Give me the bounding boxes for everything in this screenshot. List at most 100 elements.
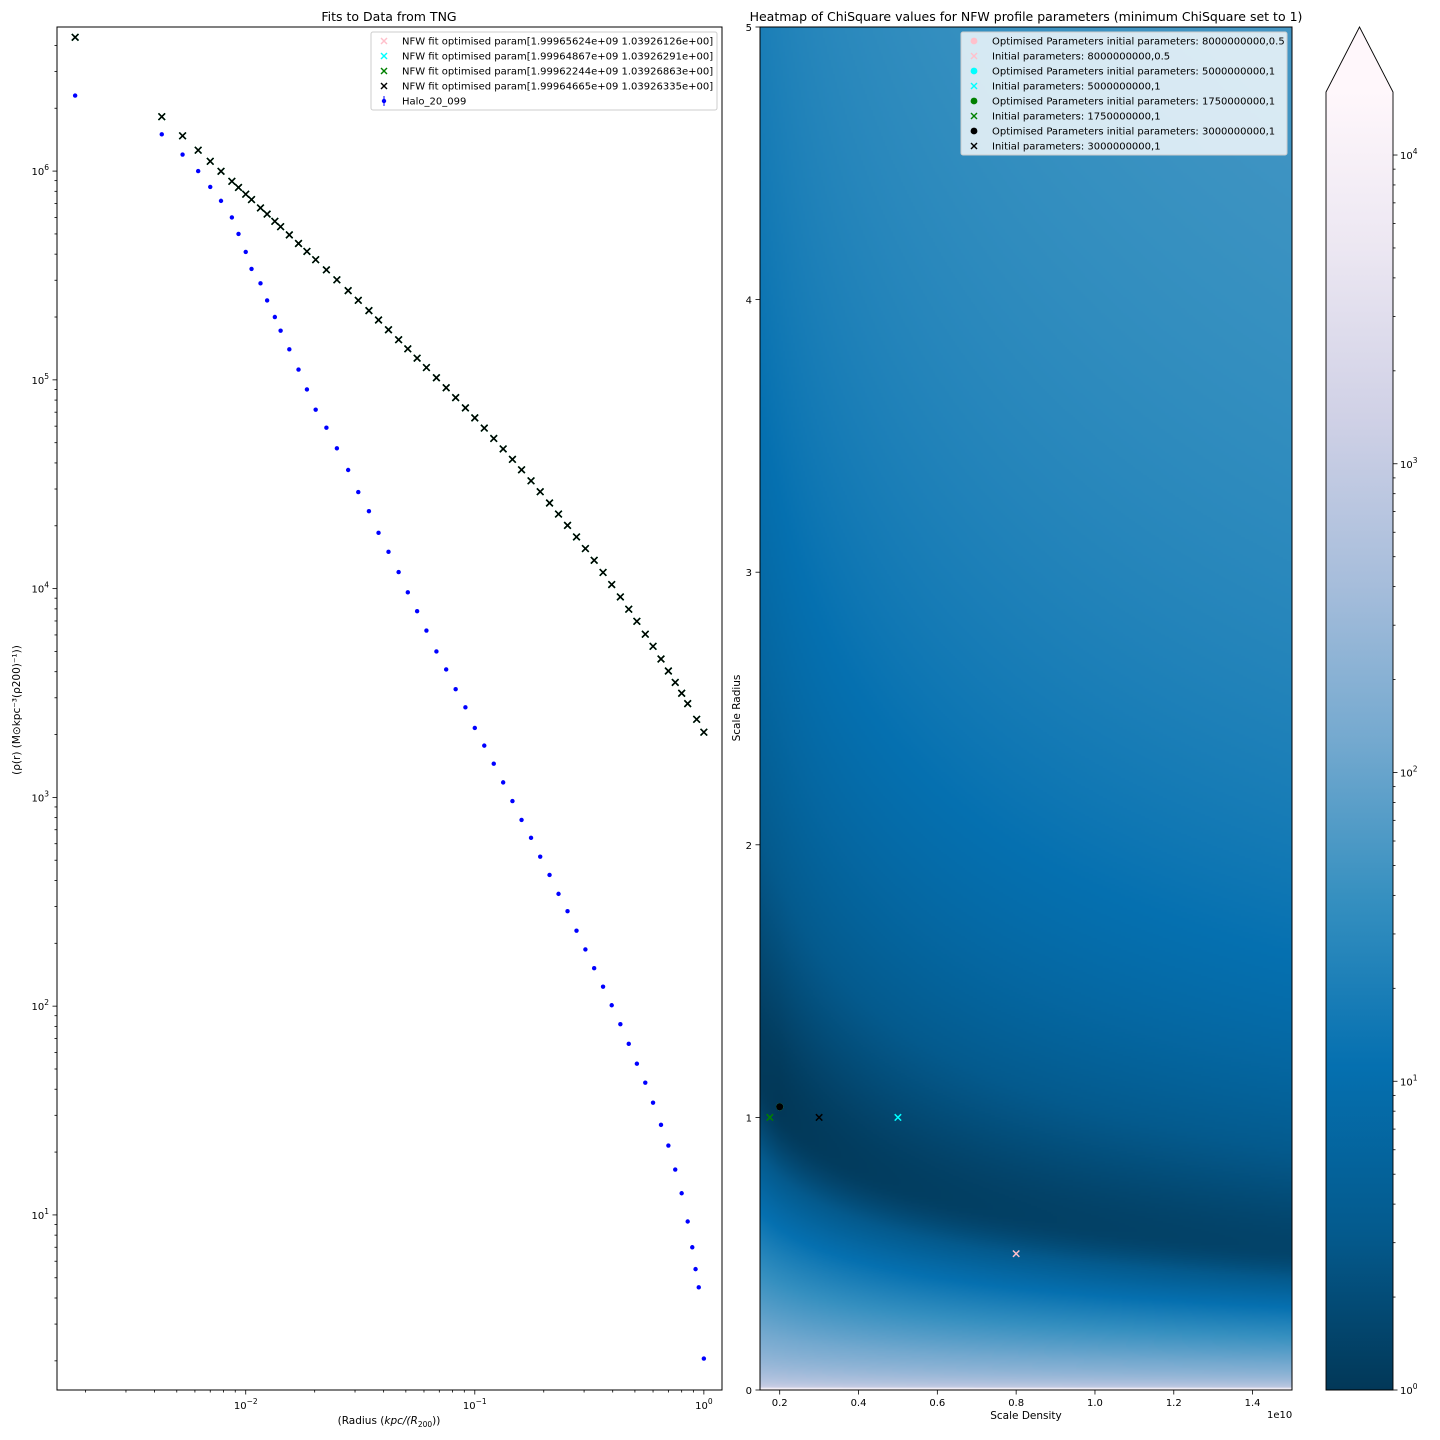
halo-data-point [434, 649, 439, 654]
legend-label: Initial parameters: 1750000000,1 [992, 112, 1161, 123]
nfw-fit-marker [624, 605, 633, 614]
halo-data-point [258, 281, 263, 286]
nfw-fit-marker [322, 266, 331, 274]
y-tick-label: 1 [746, 1113, 752, 1124]
halo-data-point [356, 489, 361, 495]
halo-data-point [510, 798, 515, 804]
legend-marker [970, 52, 978, 60]
nfw-fit-marker [71, 33, 79, 42]
halo-data-point [334, 446, 340, 451]
legend-marker [970, 97, 978, 105]
nfw-fit-marker [649, 642, 657, 651]
y-tick-label: 104 [31, 581, 49, 596]
y-tick-label: 106 [31, 163, 49, 178]
fit-x-axis-label: (Radius (kpc/(R200)) [338, 1415, 441, 1429]
y-tick-label: 103 [31, 789, 49, 804]
nfw-fit-marker [517, 465, 526, 474]
heatmap-plot-area [760, 27, 1292, 1390]
halo-data-point [574, 928, 579, 933]
legend-marker [380, 82, 388, 90]
x-tick-label: 0.2 [772, 1398, 788, 1409]
nfw-fit-marker [470, 414, 479, 422]
x-tick-label: 10−1 [463, 1397, 487, 1412]
legend-marker [970, 82, 978, 90]
colorbar-tick-label: 104 [1400, 147, 1418, 162]
halo-data-point [72, 93, 78, 98]
legend-label: NFW fit optimised param[1.99964867e+09 1… [402, 52, 713, 63]
halo-data-point [556, 891, 561, 897]
x-tick-label: 10−2 [234, 1397, 258, 1412]
halo-data-point [482, 743, 487, 748]
halo-data-point [278, 328, 283, 333]
nfw-fit-marker [554, 510, 563, 518]
nfw-fit-marker [657, 655, 665, 663]
colorbar-ticks: 100 101 102 103 104 [1393, 147, 1418, 1397]
nfw-fit-marker [333, 275, 341, 284]
halo-data-point [528, 835, 534, 841]
legend-label: Optimised Parameters initial parameters:… [992, 127, 1275, 138]
nfw-fit-marker [590, 556, 599, 565]
heatmap-title: Heatmap of ChiSquare values for NFW prof… [750, 9, 1303, 24]
nfw-fit-marker [480, 424, 489, 432]
legend-marker [380, 52, 388, 60]
y-tick-label: 4 [746, 296, 752, 307]
legend-label: Initial parameters: 5000000000,1 [992, 82, 1161, 93]
halo-data-point [287, 347, 292, 352]
halo-data-point [264, 298, 270, 303]
initial-parameter-point [815, 1113, 823, 1122]
legend-marker [381, 98, 387, 104]
nfw-fit-marker [683, 699, 692, 708]
fit-x-ticks: 10−2 10−1 100 [85, 1390, 713, 1412]
halo-data-point [643, 1080, 648, 1085]
colorbar-gradient [1326, 92, 1393, 1390]
nfw-fit-marker [263, 210, 271, 218]
nfw-fit-marker [303, 247, 311, 256]
nfw-fit-marker [294, 239, 303, 248]
nfw-fit-marker [413, 354, 421, 362]
heatmap-x-axis-label: Scale Density [990, 1410, 1062, 1422]
colorbar-extend-arrow [1326, 27, 1393, 92]
halo-data-point [296, 367, 301, 372]
y-tick-label: 105 [31, 372, 49, 387]
nfw-fit-marker [256, 204, 265, 212]
halo-data-point [180, 152, 185, 157]
halo-data-point [243, 249, 248, 255]
y-tick-label: 101 [31, 1207, 49, 1222]
legend-label: NFW fit optimised param[1.99962244e+09 1… [402, 67, 713, 78]
legend-label: Optimised Parameters initial parameters:… [992, 97, 1275, 108]
heatmap-x-ticks: 0.2 0.4 0.6 0.8 1.0 1.2 1.4 [772, 1390, 1261, 1409]
nfw-fit-marker [285, 231, 294, 239]
halo-data-point [693, 1266, 698, 1272]
halo-data-point [159, 132, 164, 137]
y-tick-label: 2 [746, 841, 752, 852]
halo-data-point [218, 198, 224, 204]
nfw-fit-marker [344, 286, 352, 295]
fit-y-ticks: 101 102 103 104 105 106 [31, 44, 57, 1362]
nfw-fit-marker [700, 728, 708, 737]
colorbar-tick-label: 101 [1400, 1073, 1418, 1088]
halo-data-point [414, 608, 420, 614]
nfw-fit-marker [157, 112, 166, 121]
initial-parameter-point [894, 1113, 902, 1122]
halo-data-point [696, 1285, 701, 1290]
halo-data-point [313, 407, 318, 412]
nfw-fit-marker [354, 296, 363, 305]
halo-data-point [345, 467, 351, 473]
initial-parameter-point [1012, 1249, 1020, 1258]
legend-marker [970, 142, 978, 150]
halo-data-point [666, 1143, 671, 1148]
halo-data-point [685, 1219, 690, 1224]
halo-data-point [272, 314, 278, 320]
nfw-fit-marker [581, 544, 590, 553]
fit-legend-box [370, 31, 718, 111]
nfw-fit-marker [217, 167, 225, 176]
nfw-fit-marker [489, 434, 498, 443]
nfw-fit-marker [616, 593, 625, 601]
fit-plot-area [71, 33, 708, 1361]
heatmap-panel: Heatmap of ChiSquare values for NFW prof… [731, 9, 1302, 1422]
y-tick-label: 5 [746, 23, 752, 34]
nfw-fit-marker [508, 455, 517, 464]
colorbar-outline [1325, 26, 1394, 1391]
nfw-fit-marker [311, 255, 320, 264]
halo-data-point [195, 168, 201, 174]
